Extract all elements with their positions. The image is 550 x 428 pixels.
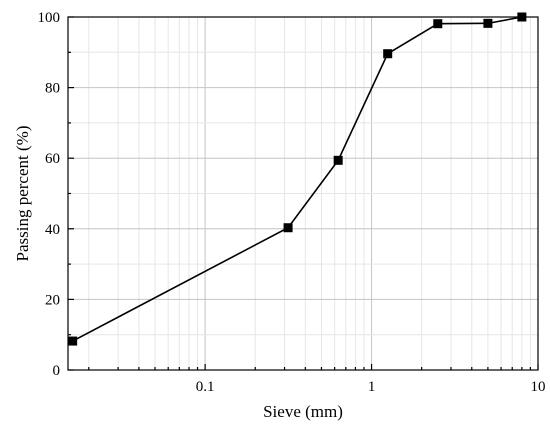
y-axis-title: Passing percent (%) [13, 126, 32, 262]
grid [68, 16, 539, 371]
data-markers [68, 12, 527, 346]
data-point [433, 19, 443, 29]
x-tick-labels: 0.1 1 10 [196, 379, 546, 395]
y-tick-label: 0 [53, 363, 61, 379]
x-axis-title: Sieve (mm) [263, 402, 343, 421]
plot-frame [67, 16, 539, 371]
y-tick-label: 20 [45, 292, 60, 308]
x-tick-label: 0.1 [196, 379, 215, 395]
data-point [483, 18, 493, 28]
y-tick-label: 60 [45, 151, 60, 167]
y-tick-label: 40 [45, 222, 60, 238]
x-tick-label: 10 [531, 379, 546, 395]
data-point [283, 223, 293, 233]
data-point [383, 49, 393, 59]
series-line [72, 16, 523, 342]
data-point [68, 336, 78, 346]
y-tick-label: 80 [45, 81, 60, 97]
data-point [333, 155, 343, 165]
y-tick-label: 100 [38, 10, 61, 26]
y-tick-labels: 0 20 40 60 80 100 [38, 10, 61, 379]
x-tick-label: 1 [368, 379, 376, 395]
